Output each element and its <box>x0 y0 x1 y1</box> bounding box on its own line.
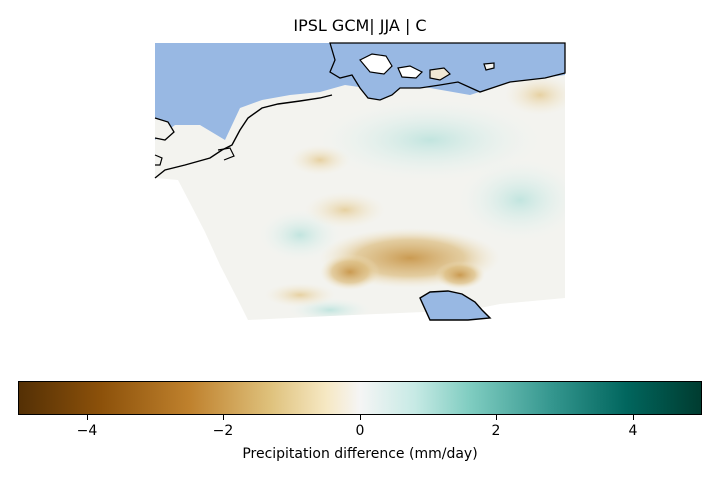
colorbar-tick-label: 0 <box>355 423 365 439</box>
colorbar-tick-label: −2 <box>212 423 234 439</box>
island <box>359 53 393 75</box>
coastline <box>154 117 175 141</box>
colorbar-tick <box>223 415 224 420</box>
coastline <box>217 147 235 161</box>
colorbar-tick-label: −4 <box>76 423 98 439</box>
colorbar-tick-label: 4 <box>628 423 638 439</box>
colorbar-tick <box>87 415 88 420</box>
adriatic-sea <box>419 290 492 321</box>
island <box>397 65 424 79</box>
island <box>483 62 495 71</box>
colorbar-tick-label: 2 <box>491 423 501 439</box>
coastline <box>154 154 163 166</box>
map-title: IPSL GCM| JJA | C <box>293 16 427 35</box>
colorbar-tick <box>360 415 361 420</box>
precipitation-field <box>155 75 565 320</box>
colorbar-tick <box>496 415 497 420</box>
colorbar-tick <box>633 415 634 420</box>
colorbar <box>18 381 702 415</box>
island <box>429 67 451 81</box>
colorbar-label: Precipitation difference (mm/day) <box>242 446 478 462</box>
coastline <box>154 94 333 179</box>
